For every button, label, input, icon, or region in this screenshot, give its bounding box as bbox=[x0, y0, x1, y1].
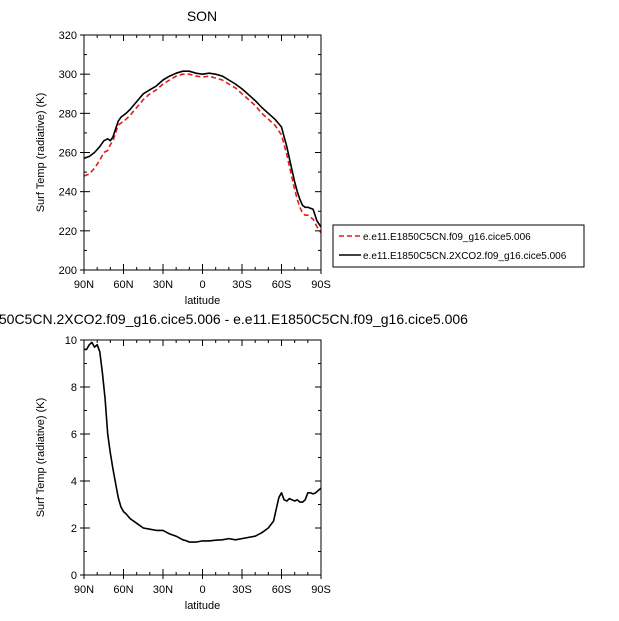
y-tick-label: 320 bbox=[59, 30, 77, 42]
chart-bottom: e.e11.E1850C5CN.2XCO2.f09_g16.cice5.006 … bbox=[0, 311, 468, 612]
x-tick-label: 60N bbox=[113, 584, 133, 596]
y-tick-label: 10 bbox=[65, 335, 77, 347]
x-tick-label: 30S bbox=[232, 279, 252, 291]
legend-label-1: e.e11.E1850C5CN.f09_g16.cice5.006 bbox=[363, 232, 531, 243]
y-tick-label: 220 bbox=[59, 226, 77, 238]
y-tick-label: 240 bbox=[59, 187, 77, 199]
x-tick-label: 90N bbox=[74, 279, 94, 291]
y-tick-label: 8 bbox=[71, 382, 77, 394]
legend-label-2: e.e11.E1850C5CN.2XCO2.f09_g16.cice5.006 bbox=[363, 251, 567, 262]
y-tick-label: 6 bbox=[71, 429, 77, 441]
x-axis-label: latitude bbox=[185, 295, 220, 307]
chart-title: e.e11.E1850C5CN.2XCO2.f09_g16.cice5.006 … bbox=[0, 311, 468, 327]
y-tick-label: 260 bbox=[59, 148, 77, 160]
x-tick-label: 60N bbox=[113, 279, 133, 291]
x-tick-label: 30N bbox=[153, 584, 173, 596]
x-tick-label: 30N bbox=[153, 279, 173, 291]
x-tick-label: 60S bbox=[272, 584, 292, 596]
chart-top: SON 90N 60N 30N 0 30S 60S 90S 200 220 240 260 280 300… bbox=[35, 8, 585, 307]
y-tick-label: 280 bbox=[59, 108, 77, 120]
plot-frame bbox=[83, 34, 322, 271]
y-tick-label: 2 bbox=[71, 523, 77, 535]
x-tick-label: 0 bbox=[199, 584, 205, 596]
y-tick-label: 4 bbox=[71, 476, 77, 488]
y-tick-label: 300 bbox=[59, 69, 77, 81]
x-axis-label: latitude bbox=[185, 600, 220, 612]
series-line-1 bbox=[83, 73, 322, 234]
series-line-1 bbox=[84, 341, 322, 543]
plot-frame bbox=[83, 339, 322, 576]
legend-box bbox=[332, 224, 585, 268]
y-axis-label: Surf Temp (radiative) (K) bbox=[35, 398, 47, 518]
x-tick-label: 30S bbox=[232, 584, 252, 596]
y-axis-label: Surf Temp (radiative) (K) bbox=[35, 93, 47, 213]
y-tick-label: 200 bbox=[59, 265, 77, 277]
y-tick-label: 0 bbox=[71, 570, 77, 582]
legend: e.e11.E1850C5CN.f09_g16.cice5.006 e.e11.E… bbox=[332, 224, 585, 268]
series-line-2 bbox=[83, 70, 322, 228]
x-tick-label: 90S bbox=[311, 584, 331, 596]
x-tick-label: 90S bbox=[311, 279, 331, 291]
x-tick-label: 90N bbox=[74, 584, 94, 596]
chart-title: SON bbox=[187, 8, 217, 24]
x-tick-label: 60S bbox=[272, 279, 292, 291]
x-tick-label: 0 bbox=[199, 279, 205, 291]
